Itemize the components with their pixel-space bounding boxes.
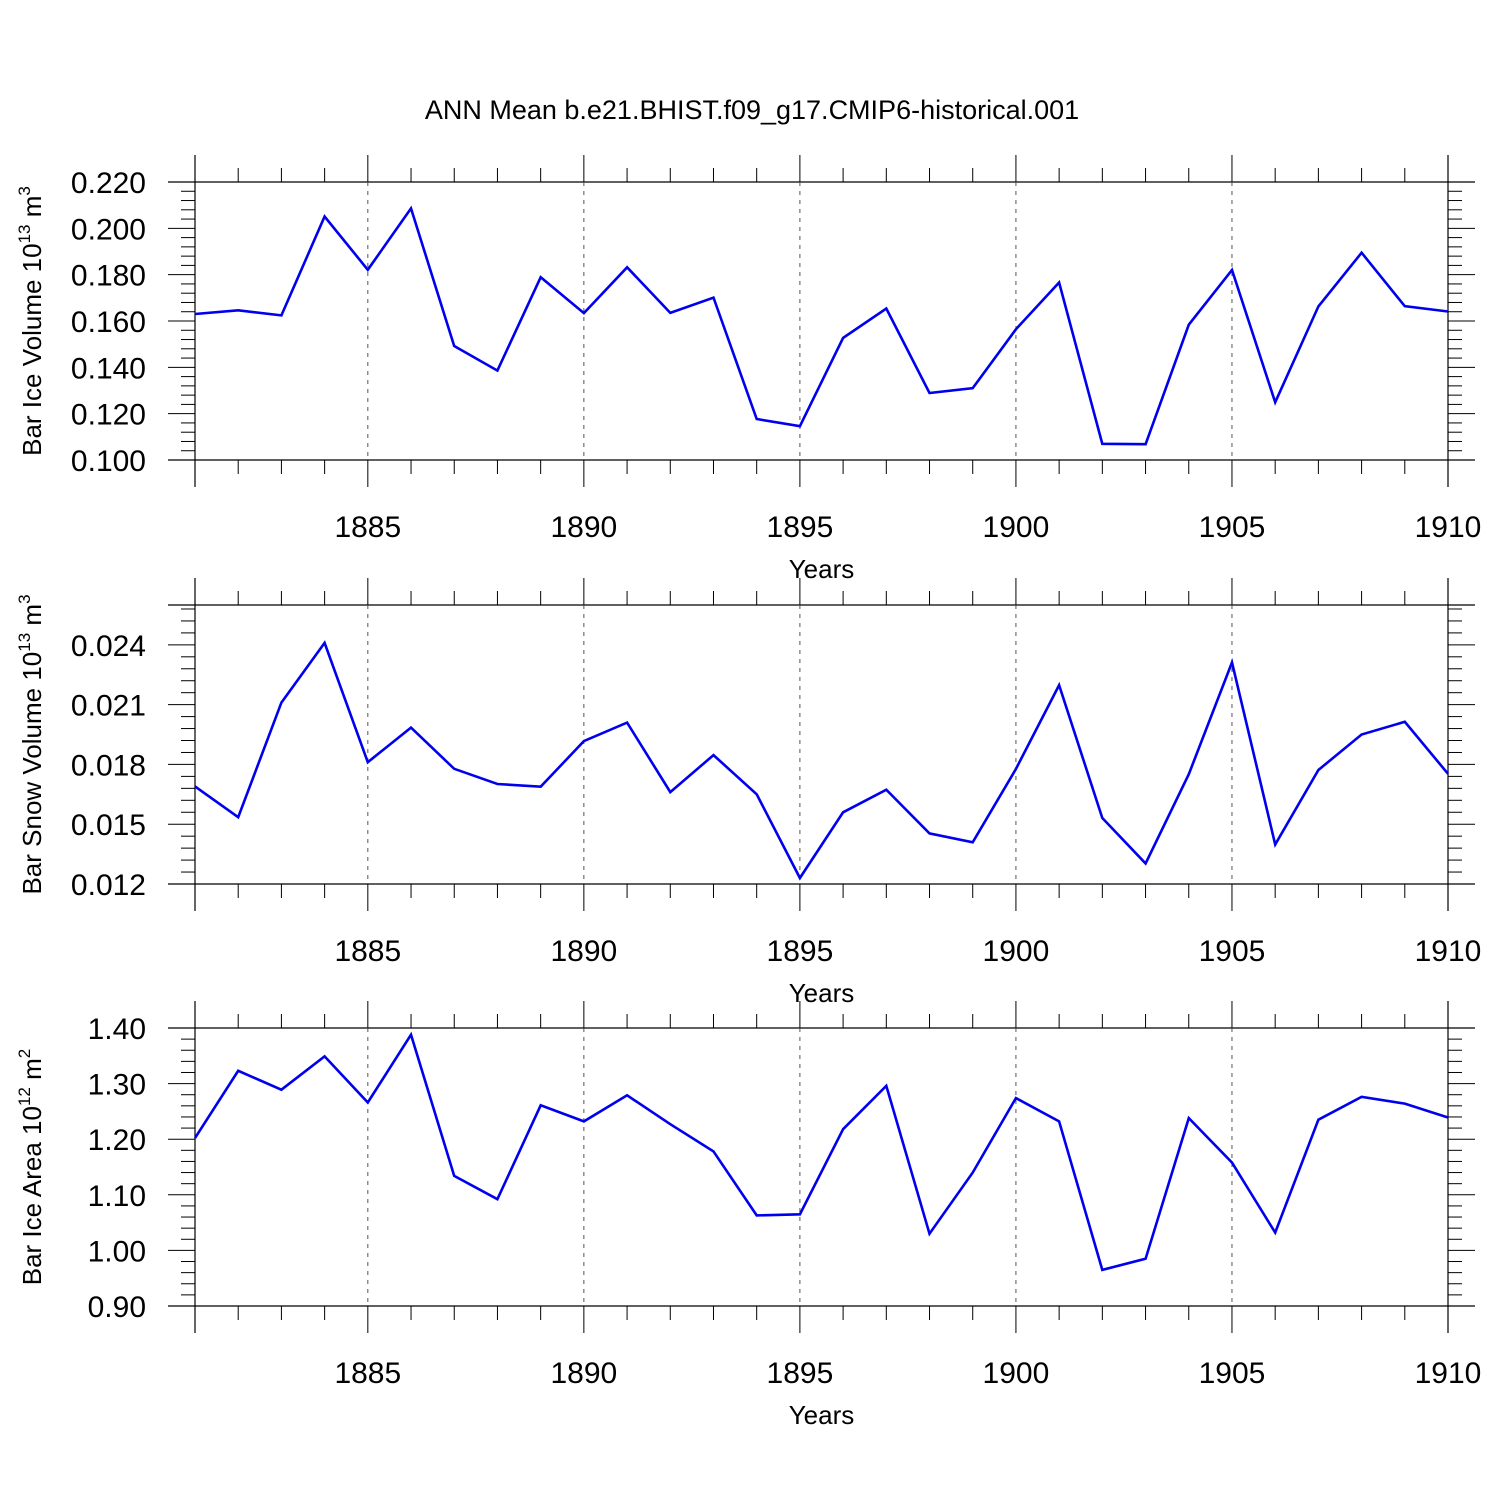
- y-axis-label-unit: m: [17, 604, 47, 633]
- y-tick-label: 0.200: [71, 213, 146, 246]
- y-axis-label-unit-exponent: 3: [15, 186, 34, 195]
- y-tick-label: 0.012: [71, 869, 146, 902]
- y-axis-label: Bar Ice Area 1012 m2: [15, 1049, 47, 1286]
- y-tick-label: 1.00: [88, 1235, 146, 1268]
- y-tick-label: 0.015: [71, 809, 146, 842]
- x-tick-label: 1885: [334, 1357, 401, 1390]
- main-title: ANN Mean b.e21.BHIST.f09_g17.CMIP6-histo…: [425, 95, 1079, 125]
- y-tick-label: 1.30: [88, 1069, 146, 1102]
- y-axis-label: Bar Ice Volume 1013 m3: [15, 186, 47, 456]
- x-tick-label: 1910: [1415, 511, 1482, 544]
- series-line: [194, 205, 1449, 446]
- x-tick-label: 1890: [550, 511, 617, 544]
- y-tick-label: 0.180: [71, 260, 146, 293]
- x-tick-label: 1910: [1415, 935, 1482, 968]
- x-tick-label: 1890: [550, 1357, 617, 1390]
- y-tick-label: 0.140: [71, 352, 146, 385]
- y-tick-label: 0.018: [71, 749, 146, 782]
- x-tick-label: 1900: [983, 1357, 1050, 1390]
- y-tick-label: 0.021: [71, 690, 146, 723]
- x-tick-label: 1890: [550, 935, 617, 968]
- x-tick-label: 1905: [1199, 935, 1266, 968]
- y-axis-label: Bar Snow Volume 1013 m3: [15, 594, 47, 894]
- y-axis-label-text: Bar Ice Volume 10: [17, 243, 47, 455]
- x-axis-label: Years: [789, 1400, 855, 1430]
- x-tick-label: 1900: [983, 935, 1050, 968]
- x-tick-label: 1895: [767, 511, 834, 544]
- x-tick-label: 1885: [334, 935, 401, 968]
- series-line: [193, 1031, 1449, 1272]
- y-tick-label: 0.160: [71, 306, 146, 339]
- x-axis-label: Years: [789, 554, 855, 584]
- y-tick-label: 0.220: [71, 167, 146, 200]
- x-tick-label: 1905: [1199, 1357, 1266, 1390]
- x-tick-label: 1900: [983, 511, 1050, 544]
- y-axis-label-unit-exponent: 3: [15, 594, 34, 603]
- panel-ice-area: 1885 1890 1895 1900 1905 1910 0.90 1.00 1.10 1.20…: [15, 1001, 1481, 1430]
- y-axis-label-text: Bar Ice Area 10: [17, 1106, 47, 1285]
- x-tick-label: 1885: [334, 511, 401, 544]
- y-axis-label-exponent: 12: [15, 1087, 34, 1106]
- x-tick-label: 1895: [767, 935, 834, 968]
- y-tick-label: 1.20: [88, 1124, 146, 1157]
- y-tick-label: 1.40: [88, 1013, 146, 1046]
- x-tick-label: 1895: [767, 1357, 834, 1390]
- y-tick-label: 0.024: [71, 630, 146, 663]
- x-tick-label: 1905: [1199, 511, 1266, 544]
- x-axis-label: Years: [789, 978, 855, 1008]
- panel-snow-volume: 1885 1890 1895 1900 1905 1910 0.012 0.015 0.018 0…: [15, 578, 1481, 1008]
- y-axis-label-unit: m: [17, 1058, 47, 1087]
- panel-ice-volume: 1885 1890 1895 1900 1905 1910 0.100 0.120 0.140 0…: [15, 155, 1481, 584]
- y-axis-label-exponent: 13: [15, 633, 34, 652]
- y-axis-label-text: Bar Snow Volume 10: [17, 652, 47, 895]
- y-tick-label: 0.100: [71, 445, 146, 478]
- y-axis-label-unit: m: [17, 196, 47, 225]
- y-axis-label-unit-exponent: 2: [15, 1049, 34, 1058]
- series-line: [194, 640, 1449, 881]
- y-tick-label: 0.120: [71, 399, 146, 432]
- y-tick-label: 0.90: [88, 1291, 146, 1324]
- y-tick-label: 1.10: [88, 1180, 146, 1213]
- y-axis-label-exponent: 13: [15, 224, 34, 243]
- x-tick-label: 1910: [1415, 1357, 1482, 1390]
